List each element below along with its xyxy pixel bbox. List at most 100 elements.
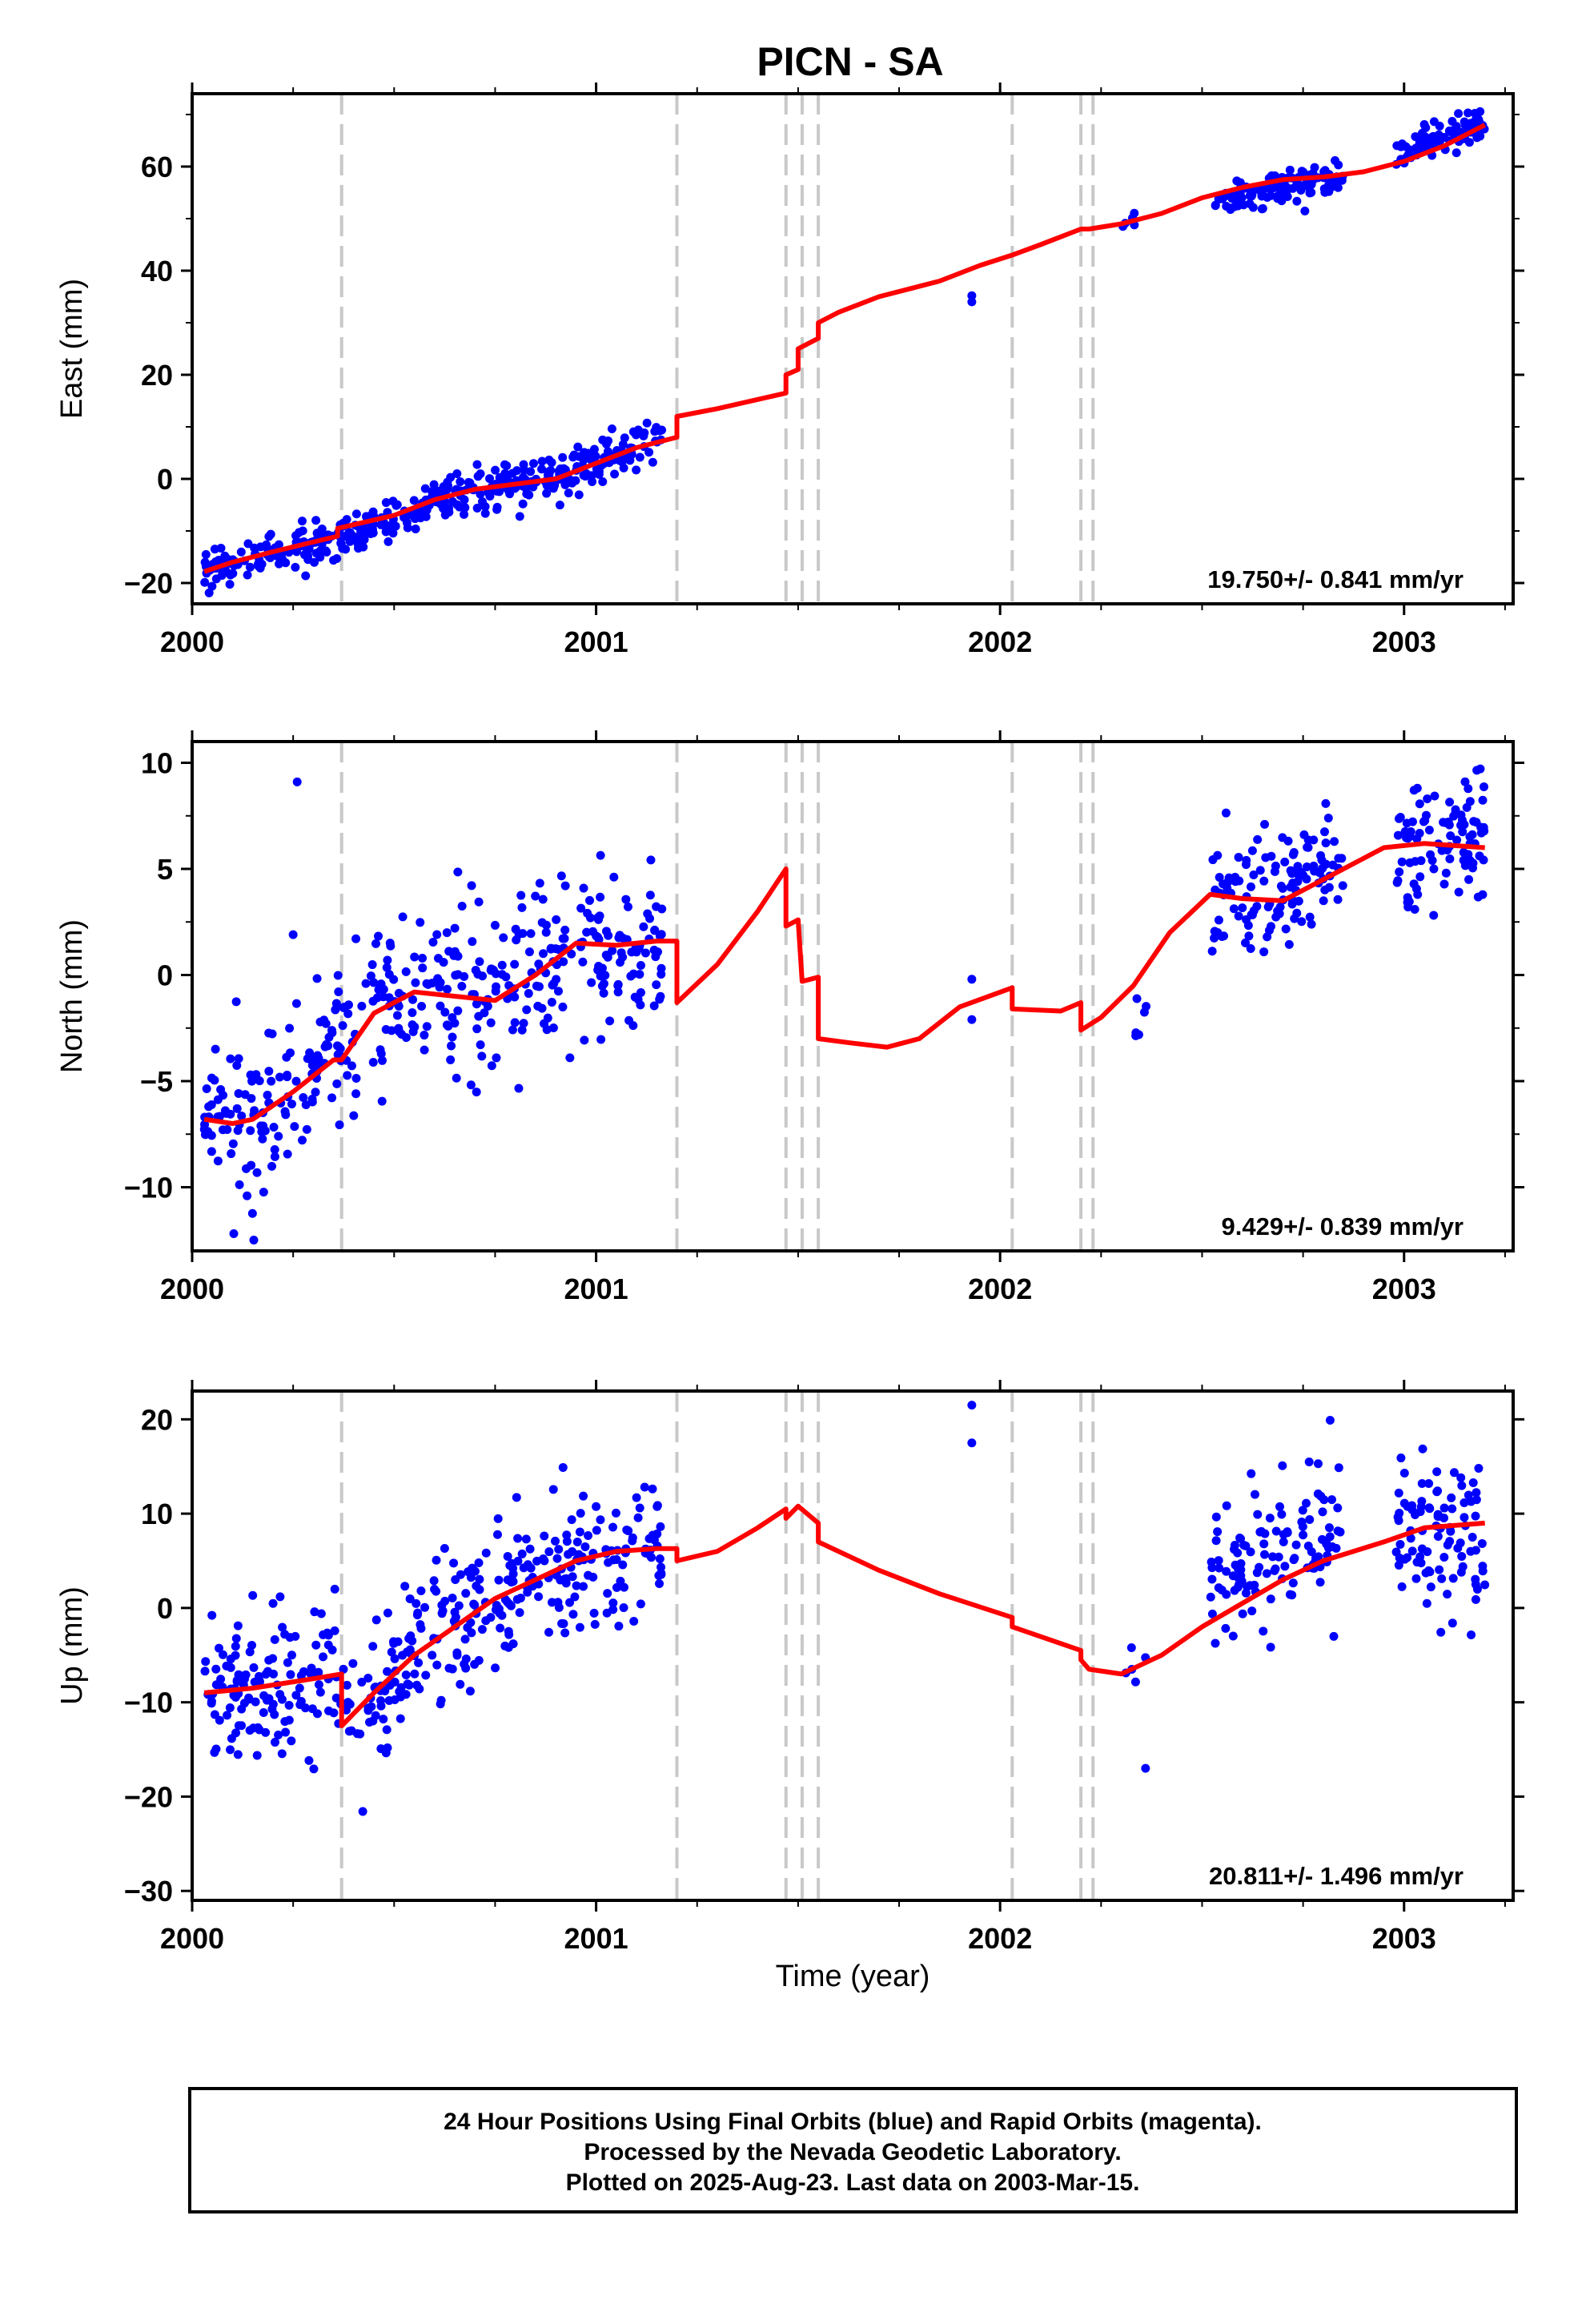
data-point-593 <box>1439 1513 1449 1522</box>
data-point-169 <box>371 939 380 948</box>
data-point-266 <box>460 1634 470 1644</box>
data-point-588 <box>1422 1598 1431 1608</box>
data-point-511 <box>1237 1576 1247 1586</box>
data-point-519 <box>1288 1578 1298 1588</box>
data-point-212 <box>401 1671 411 1680</box>
data-point-234 <box>368 1642 378 1651</box>
data-point-250 <box>405 1594 415 1603</box>
data-point-354 <box>497 1610 507 1620</box>
data-point-336 <box>315 553 325 562</box>
data-point-518 <box>1299 167 1308 177</box>
data-point-487 <box>1255 1562 1264 1572</box>
data-point-416 <box>200 1120 210 1129</box>
data-point-229 <box>544 1547 554 1557</box>
data-point-103 <box>640 948 650 958</box>
data-point-560 <box>1399 1468 1409 1478</box>
data-point-585 <box>1393 876 1403 886</box>
data-point-382 <box>398 912 408 922</box>
data-point-542 <box>1307 187 1316 197</box>
data-point-295 <box>259 1188 268 1197</box>
data-point-331 <box>594 469 604 479</box>
data-point-290 <box>537 464 547 474</box>
data-point-194 <box>610 469 620 479</box>
model-line <box>203 123 1487 574</box>
data-point-513 <box>1219 931 1229 941</box>
data-point-404 <box>504 1630 514 1639</box>
data-point-449 <box>1262 1569 1271 1578</box>
data-point-632 <box>1437 1574 1447 1583</box>
data-point-310 <box>513 1534 523 1543</box>
data-point-353 <box>558 1002 568 1011</box>
data-point-534 <box>1330 837 1339 846</box>
x-axis-label: Time (year) <box>776 1960 930 1993</box>
data-point-247 <box>448 1013 457 1023</box>
data-point-170 <box>531 891 540 901</box>
data-point-16 <box>200 557 210 567</box>
data-point-312 <box>476 469 485 479</box>
data-point-330 <box>280 1107 290 1116</box>
data-point-637 <box>1405 858 1415 867</box>
data-point-154 <box>596 850 605 860</box>
data-point-355 <box>508 1025 517 1035</box>
data-point-408 <box>349 1111 359 1120</box>
data-point-403 <box>456 1570 465 1579</box>
footer-line-3: Plotted on 2025-Aug-23. Last data on 200… <box>566 2169 1140 2196</box>
data-point-101 <box>231 997 241 1007</box>
data-point-387 <box>342 1705 351 1715</box>
data-point-440 <box>1253 834 1263 844</box>
data-point-72 <box>416 918 425 927</box>
data-point-411 <box>365 525 375 534</box>
data-point-528 <box>1243 921 1253 931</box>
data-point-303 <box>613 987 623 997</box>
data-point-538 <box>1271 861 1280 870</box>
data-point-78 <box>280 1717 290 1727</box>
data-point-317 <box>601 951 611 960</box>
data-point-625 <box>1424 825 1434 834</box>
data-point-380 <box>247 1094 256 1104</box>
data-point-501 <box>1211 885 1220 895</box>
data-point-220 <box>655 1578 665 1588</box>
data-point-490 <box>1223 878 1233 887</box>
data-point-7 <box>291 1691 301 1700</box>
x-tick-label-2: 2001 <box>564 1922 628 1955</box>
data-point-263 <box>541 927 551 937</box>
data-point-173 <box>629 1616 639 1626</box>
data-point-426 <box>1259 1539 1269 1549</box>
data-point-471 <box>1305 1515 1315 1525</box>
data-point-253 <box>368 1716 378 1726</box>
data-point-574 <box>1423 794 1432 804</box>
data-point-571 <box>1453 1543 1463 1553</box>
data-point-602 <box>1475 851 1484 861</box>
data-point-370 <box>396 1683 406 1692</box>
data-point-126 <box>237 1704 247 1714</box>
data-point-576 <box>1460 1513 1469 1522</box>
data-point-73 <box>231 1634 241 1643</box>
data-point-262 <box>414 1658 424 1667</box>
data-point-16 <box>291 1076 301 1086</box>
data-point-419 <box>547 1598 556 1607</box>
data-point-491 <box>1247 1606 1257 1616</box>
data-point-166 <box>508 1639 518 1649</box>
data-point-512 <box>1230 1586 1239 1595</box>
data-point-388 <box>343 1009 353 1019</box>
data-point-479 <box>1316 850 1326 860</box>
data-point-434 <box>1234 911 1243 921</box>
data-point-222 <box>480 502 490 512</box>
data-point-215 <box>569 450 579 460</box>
data-point-81 <box>618 440 628 449</box>
data-point-145 <box>502 461 512 471</box>
data-point-283 <box>619 1602 628 1612</box>
data-point-566 <box>1435 1565 1444 1574</box>
data-point-559 <box>1393 830 1403 840</box>
y-tick-label-4: 40 <box>141 255 173 287</box>
data-point-546 <box>1396 1454 1406 1463</box>
data-point-357 <box>395 1027 404 1036</box>
data-point-160 <box>618 1560 628 1570</box>
data-point-356 <box>554 1602 564 1612</box>
data-point-383 <box>554 1545 564 1554</box>
data-point-451 <box>1214 1556 1223 1566</box>
data-point-279 <box>267 1161 277 1171</box>
data-point-624 <box>1462 802 1472 812</box>
data-point-467 <box>1329 1631 1339 1641</box>
